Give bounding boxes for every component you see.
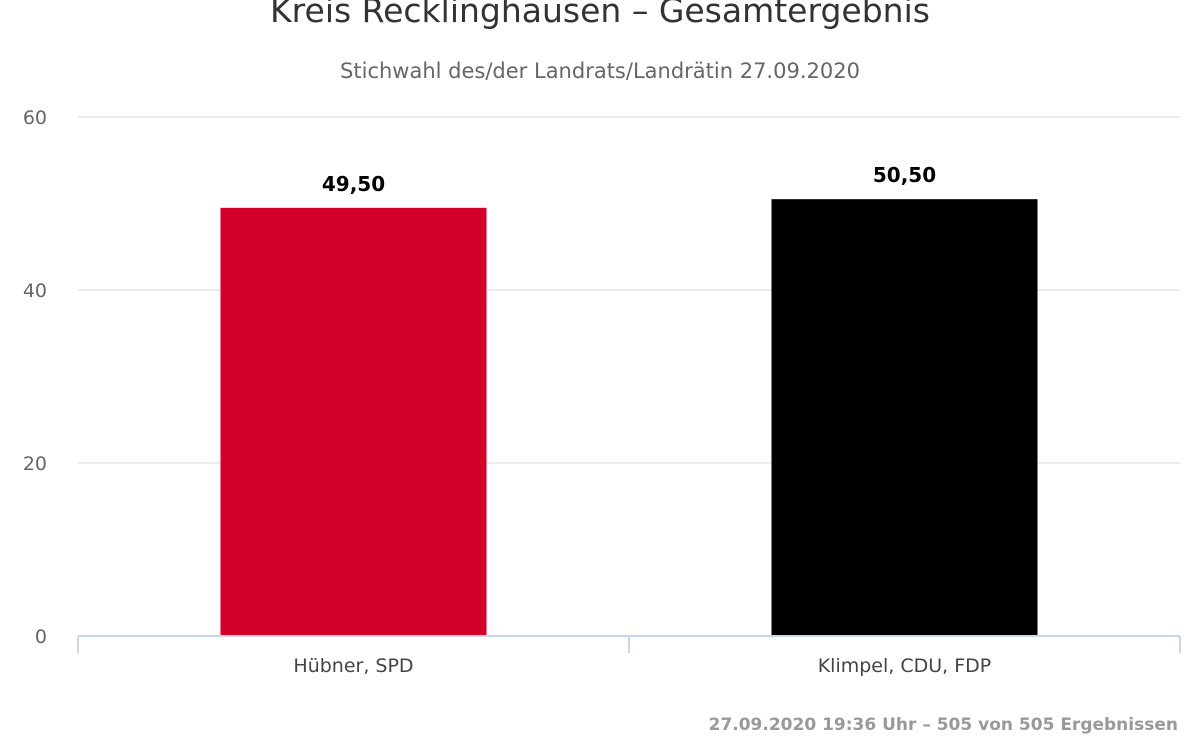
chart-subtitle: Stichwahl des/der Landrats/Landrätin 27.… — [340, 59, 860, 83]
y-tick-label: 60 — [23, 107, 47, 129]
y-tick-label: 40 — [23, 280, 47, 302]
x-axis: Hübner, SPD Klimpel, CDU, FDP — [77, 635, 1181, 677]
y-tick-label: 0 — [35, 626, 47, 648]
chart-title: Kreis Recklinghausen – Gesamtergebnis — [270, 0, 930, 30]
bar — [771, 199, 1038, 637]
bar — [220, 207, 487, 636]
y-axis-ticks: 0 20 40 60 — [23, 107, 47, 648]
data-label: 50,50 — [873, 163, 936, 187]
y-tick-label: 20 — [23, 453, 47, 475]
x-category-label: Klimpel, CDU, FDP — [818, 655, 992, 677]
credits-text: 27.09.2020 19:36 Uhr – 505 von 505 Ergeb… — [709, 715, 1178, 735]
x-category-label: Hübner, SPD — [293, 655, 413, 677]
bars — [220, 199, 1038, 637]
data-labels: 49,50 50,50 — [322, 163, 936, 196]
data-label: 49,50 — [322, 172, 385, 196]
